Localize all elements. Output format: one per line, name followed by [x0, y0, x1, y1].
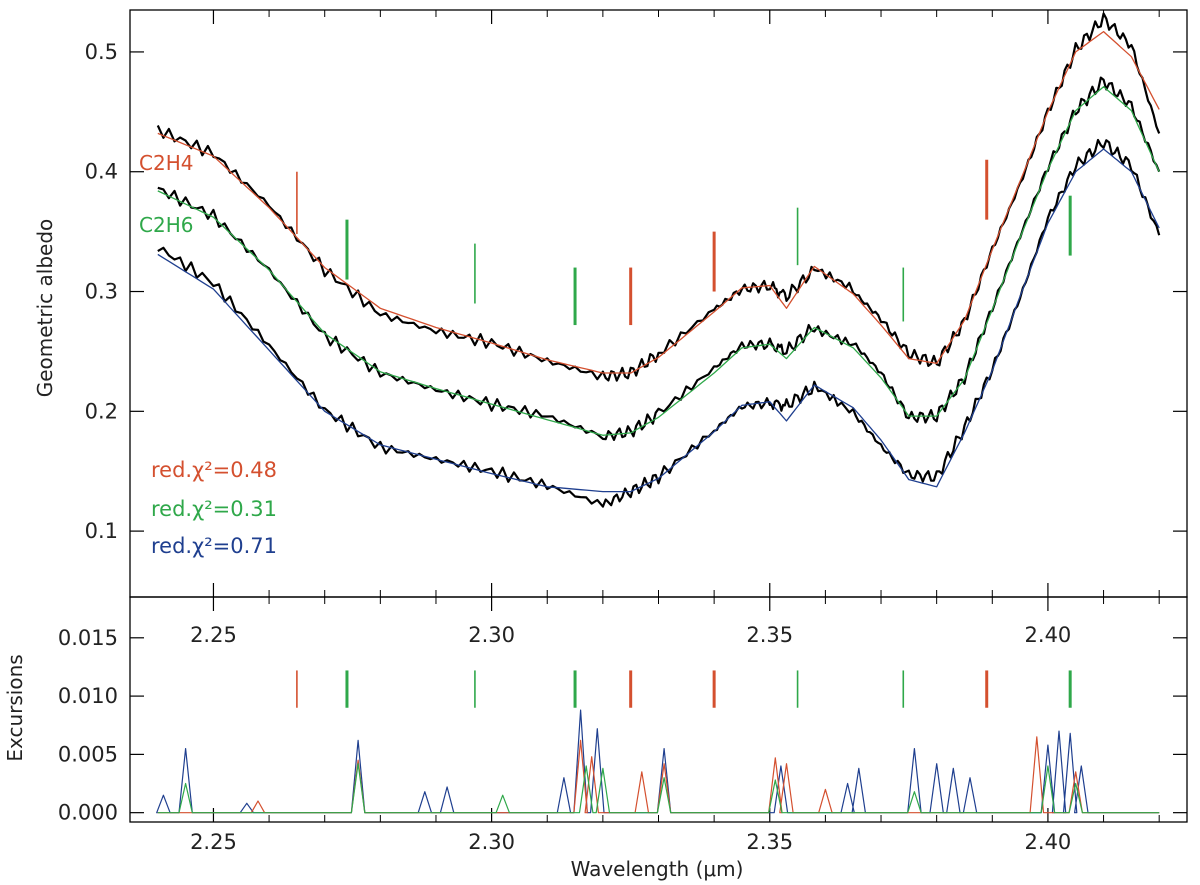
- chi2-blue-label: red.χ²=0.71: [151, 534, 277, 558]
- x-tick-label: 2.35: [746, 830, 793, 854]
- x-tick-label: 2.40: [1025, 830, 1072, 854]
- excursions-axis-label: Excursions: [3, 654, 27, 761]
- observed-spectrum-line: [157, 138, 1161, 508]
- y-tick-label: 0.2: [85, 399, 118, 423]
- y-tick-label: 0.010: [58, 684, 118, 708]
- c2h4-label: C2H4: [139, 151, 193, 175]
- y-tick-label: 0.3: [85, 280, 118, 304]
- x-tick-label: 2.35: [746, 623, 793, 647]
- c2h6-label: C2H6: [139, 213, 193, 237]
- y-tick-label: 0.1: [85, 519, 118, 543]
- wavelength-axis-label: Wavelength (μm): [571, 857, 744, 881]
- model-fit-line: [157, 148, 1160, 493]
- excursion-line: [156, 709, 1160, 814]
- x-tick-label: 2.30: [468, 830, 515, 854]
- model-fit-line: [157, 86, 1160, 436]
- excursions-panel: 0.000 0.005 0.010 0.015 2.25 2.25 2.30 2.30 2.35…: [58, 596, 1188, 854]
- x-tick-label: 2.25: [190, 623, 237, 647]
- albedo-panel: 0.1 0.2 0.3 0.4 0.5: [85, 9, 1188, 598]
- albedo-plot-frame: [129, 9, 1188, 598]
- y-tick-label: 0.4: [85, 160, 118, 184]
- excursion-line: [157, 736, 1160, 814]
- x-tick-label: 2.40: [1025, 623, 1072, 647]
- x-tick-label: 2.30: [468, 623, 515, 647]
- x-tick-label: 2.25: [190, 830, 237, 854]
- model-fit-line: [157, 30, 1160, 374]
- chi2-red-label: red.χ²=0.48: [151, 458, 277, 482]
- excursion-line: [157, 763, 1160, 814]
- observed-spectrum-line: [157, 76, 1161, 441]
- y-tick-label: 0.005: [58, 742, 118, 766]
- y-tick-label: 0.015: [58, 626, 118, 650]
- chi2-green-label: red.χ²=0.31: [151, 497, 277, 521]
- y-tick-label: 0.000: [58, 801, 118, 825]
- y-tick-label: 0.5: [85, 40, 118, 64]
- albedo-axis-label: Geometric albedo: [33, 219, 57, 398]
